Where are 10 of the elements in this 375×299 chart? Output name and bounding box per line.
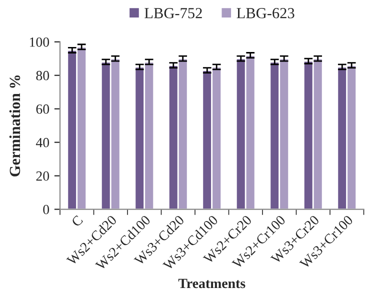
y-tick-label: 100 <box>30 37 50 47</box>
legend-label: LBG-752 <box>144 8 202 18</box>
y-axis-title: Germination % <box>9 75 20 176</box>
y-tick-label: 40 <box>36 138 50 148</box>
y-tick-label: 60 <box>36 104 50 114</box>
x-axis-title: Treatments <box>178 278 246 288</box>
y-tick-label: 0 <box>43 204 50 214</box>
legend-label: LBG-623 <box>236 8 294 18</box>
y-tick-label: 80 <box>36 70 50 80</box>
y-tick-label: 20 <box>36 171 50 181</box>
